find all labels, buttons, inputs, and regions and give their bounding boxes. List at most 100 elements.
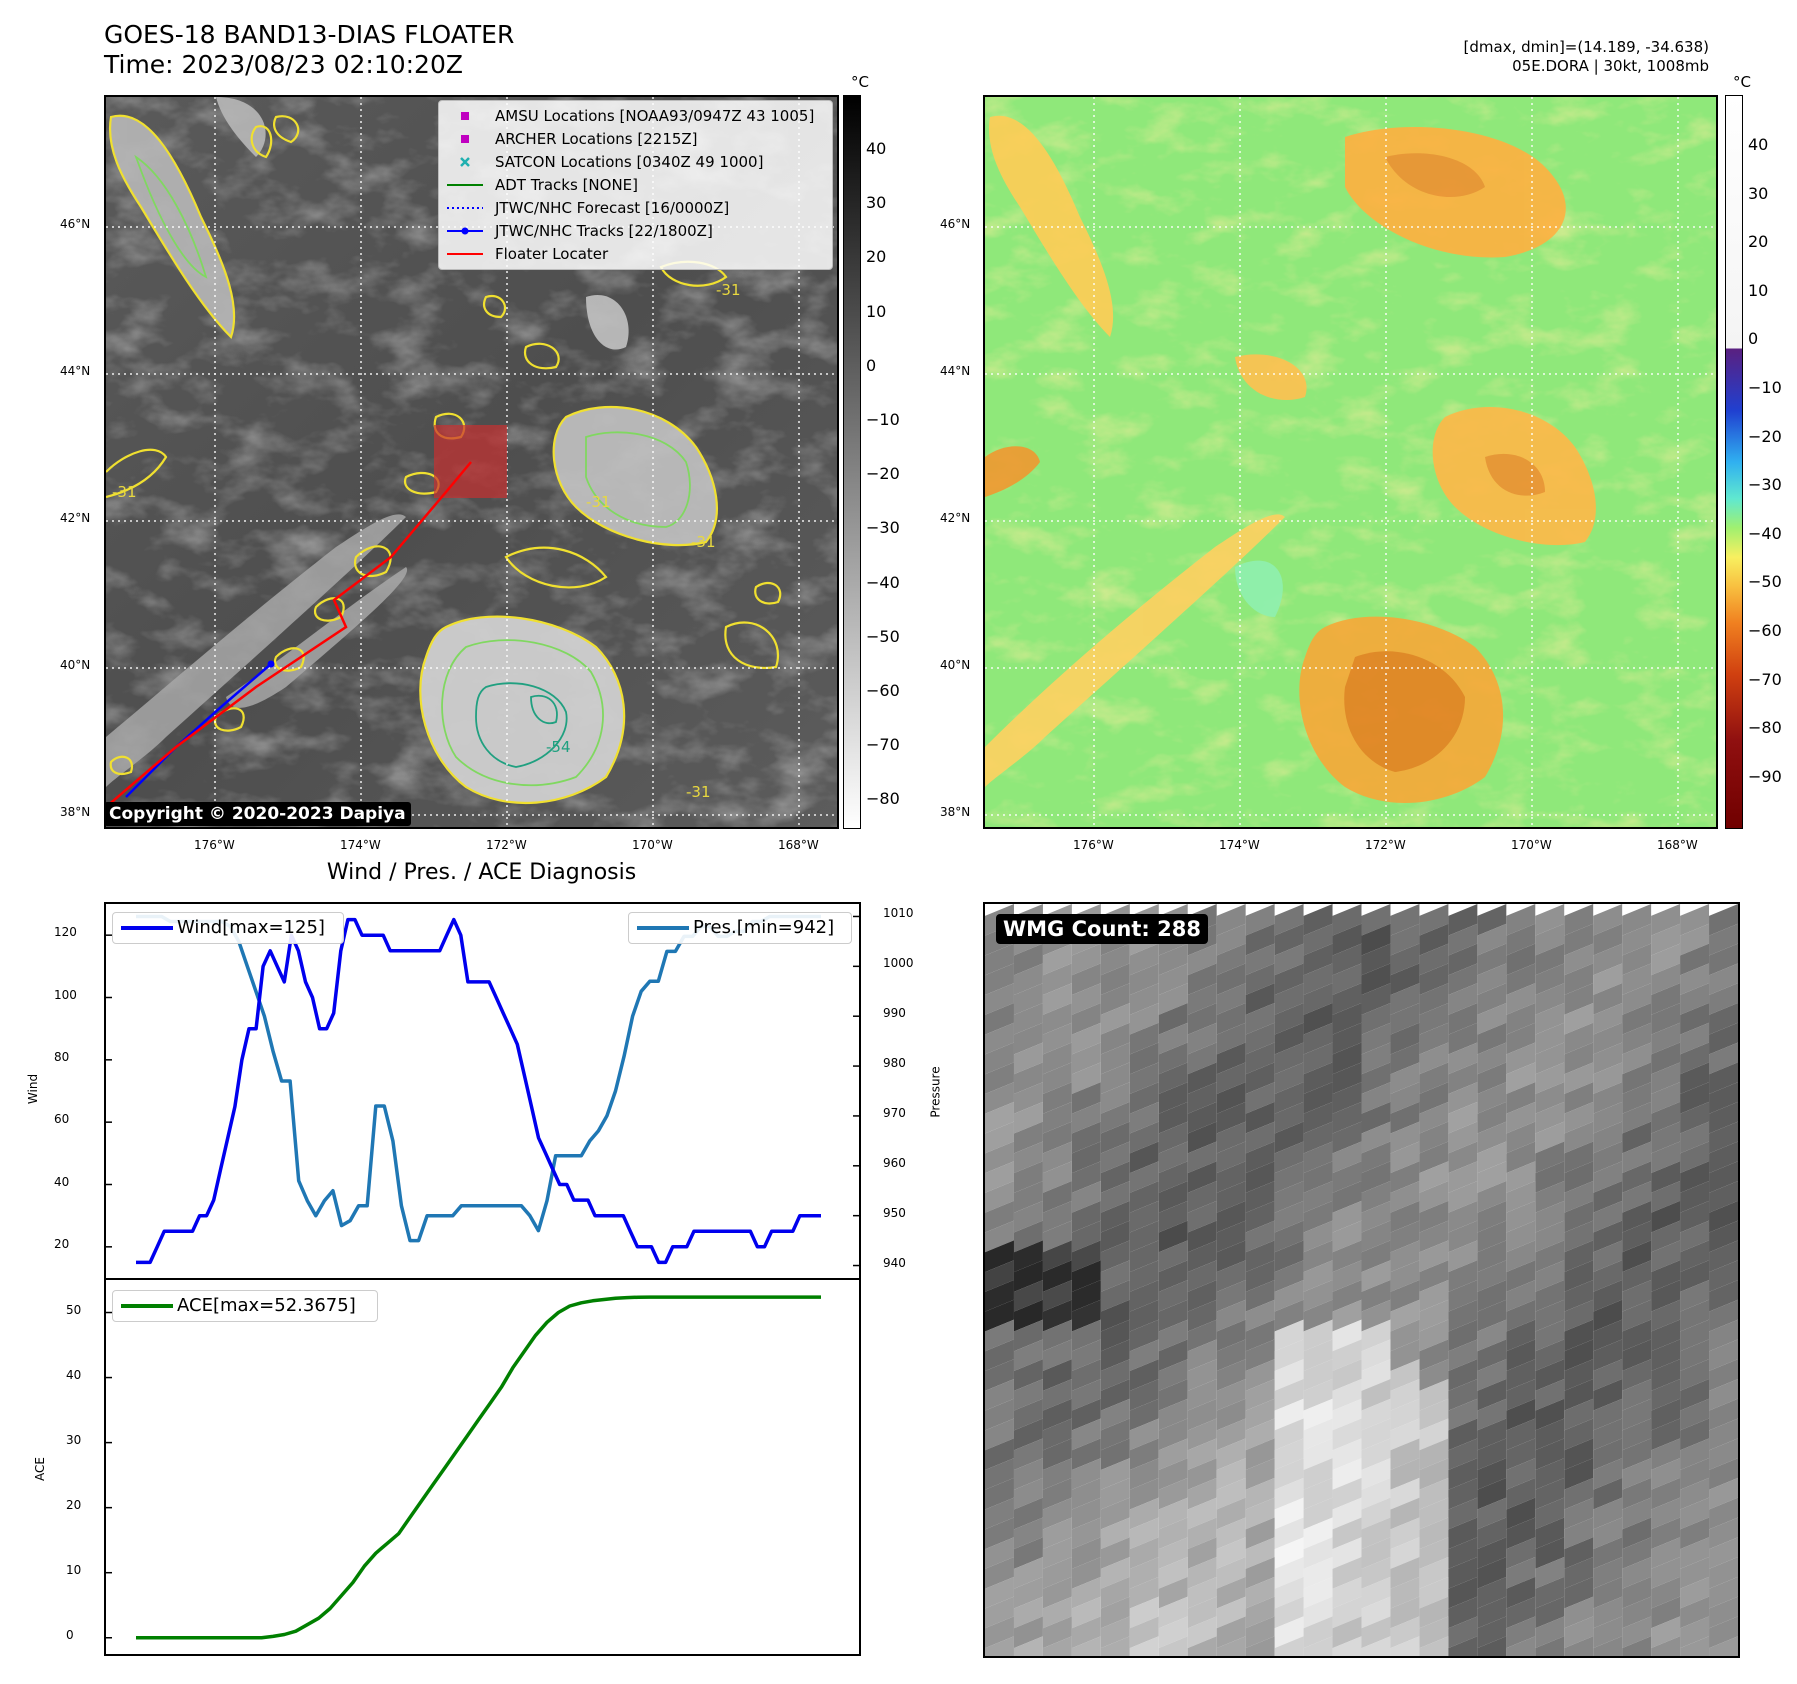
wmg-cell (1274, 1458, 1304, 1490)
wmg-cell (1622, 1497, 1652, 1530)
wmg-cell (1187, 1319, 1217, 1352)
wmg-cell (1100, 1576, 1130, 1609)
wmg-cell (1100, 1101, 1130, 1134)
wmg-cell (1100, 943, 1130, 976)
wmg-cell (1535, 1477, 1565, 1510)
wmg-cell (1332, 1497, 1362, 1530)
wmg-cell (1158, 1339, 1188, 1372)
wmg-cell (1419, 1002, 1449, 1035)
wmg-cell (1564, 1141, 1594, 1174)
wmg-cell (1709, 1477, 1738, 1510)
ace-legend: ACE[max=52.3675] (112, 1290, 378, 1322)
wmg-cell (1535, 1339, 1565, 1372)
wmg-cell (1593, 1161, 1623, 1193)
wind-axis-label: Wind (26, 1073, 41, 1105)
line-marker-icon (447, 253, 483, 255)
wmg-cell (1593, 904, 1623, 936)
wmg-cell (1013, 1121, 1043, 1154)
wmg-cell (1129, 1517, 1159, 1550)
wmg-cell (1216, 963, 1246, 996)
wmg-cell (1593, 1497, 1623, 1530)
wmg-cell (1100, 1477, 1130, 1510)
wmg-cell (985, 1319, 1014, 1352)
wmg-cell (1274, 923, 1304, 956)
wmg-cell (1303, 1576, 1333, 1609)
wmg-cell (1129, 1319, 1159, 1352)
wmg-cell (1332, 1161, 1362, 1193)
wmg-cell (1419, 1022, 1449, 1055)
contour-label: -31 (691, 533, 716, 551)
wmg-cell (1129, 1220, 1159, 1253)
wmg-cell (1651, 983, 1681, 1015)
wmg-cell (1187, 963, 1217, 996)
wmg-cell (1651, 1022, 1681, 1055)
wmg-cell (1013, 1240, 1043, 1273)
wmg-cell (1216, 1517, 1246, 1550)
wmg-cell (1245, 1260, 1275, 1292)
wmg-cell (1564, 1576, 1594, 1609)
wmg-cell (1506, 1359, 1536, 1391)
pres-tick-label: 980 (883, 1056, 906, 1071)
wmg-cell (1216, 1260, 1246, 1292)
dmax-dmin-readout: [dmax, dmin]=(14.189, -34.638) (1463, 38, 1709, 56)
wmg-cell (1564, 1418, 1594, 1451)
wmg-cell (1187, 1378, 1217, 1411)
wmg-cell (1535, 1280, 1565, 1312)
wmg-cell (1593, 1319, 1623, 1352)
wmg-cell (1013, 1557, 1043, 1589)
ace-tick-label: 50 (66, 1302, 82, 1317)
wmg-cell (1709, 1042, 1738, 1075)
wmg-cell (1042, 1002, 1072, 1035)
wmg-cell (1709, 1458, 1738, 1490)
wmg-cell (1564, 1299, 1594, 1332)
wmg-cell (1535, 1517, 1565, 1550)
wmg-cell (1274, 1319, 1304, 1352)
wmg-cell (1506, 1121, 1536, 1154)
wmg-cell (1071, 1438, 1101, 1470)
wmg-cell (1013, 1299, 1043, 1332)
wmg-cell (1622, 1181, 1652, 1213)
wmg-cell (1680, 1240, 1710, 1273)
storm-info: 05E.DORA | 30kt, 1008mb (1512, 57, 1709, 75)
wmg-cell (1187, 1517, 1217, 1550)
wmg-cell (1071, 1458, 1101, 1490)
wmg-cell (1535, 1181, 1565, 1213)
wmg-cell (1390, 904, 1420, 936)
wmg-cell (1535, 1141, 1565, 1174)
wmg-cell (1390, 1062, 1420, 1094)
wmg-cell (1564, 1082, 1594, 1114)
wmg-cell (1709, 1082, 1738, 1114)
wmg-cell (1593, 1477, 1623, 1510)
wmg-cell (1564, 1101, 1594, 1134)
wmg-cell (1419, 1359, 1449, 1391)
wmg-cell (985, 1299, 1014, 1332)
wmg-cell (1361, 1260, 1391, 1292)
wmg-cell (1216, 1220, 1246, 1253)
wmg-cell (1100, 1596, 1130, 1629)
wmg-cell (1042, 1596, 1072, 1629)
wmg-cell (1535, 1121, 1565, 1154)
wmg-cell (1303, 1280, 1333, 1312)
green-line-icon (121, 1304, 173, 1308)
wmg-cell (1303, 1477, 1333, 1510)
wind-tick-label: 20 (54, 1236, 70, 1251)
wmg-cell (1622, 963, 1652, 996)
wmg-cell (1680, 1359, 1710, 1391)
wmg-cell (1390, 1537, 1420, 1569)
wmg-cell (1042, 1398, 1072, 1431)
wmg-cell (1332, 1319, 1362, 1352)
wmg-cell (1274, 1557, 1304, 1589)
wmg-cell (1448, 1280, 1478, 1312)
wmg-cell (1274, 1576, 1304, 1609)
wmg-cell (1448, 1398, 1478, 1431)
wmg-cell (1100, 1161, 1130, 1193)
wmg-cell (1419, 1062, 1449, 1094)
wmg-cell (1622, 923, 1652, 956)
wmg-cell (1448, 923, 1478, 956)
wmg-cell (1651, 1557, 1681, 1589)
wmg-cell (1100, 1299, 1130, 1332)
wmg-cell (1680, 1082, 1710, 1114)
wmg-cell (1448, 1220, 1478, 1253)
wmg-cell (1187, 1161, 1217, 1193)
wmg-cell (1448, 943, 1478, 976)
